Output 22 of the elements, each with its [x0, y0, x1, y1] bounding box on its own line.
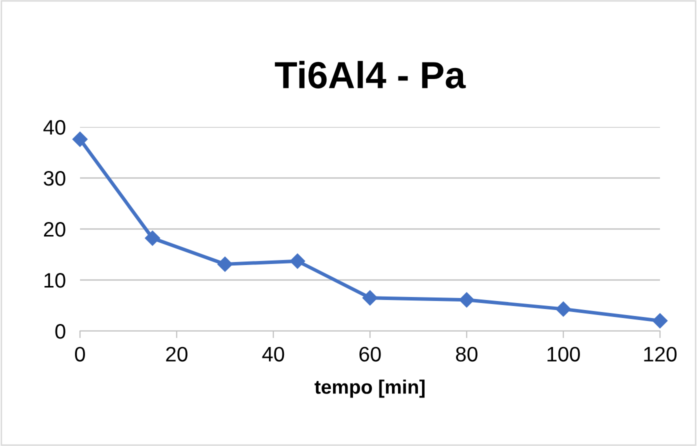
x-tick-label: 80: [456, 346, 478, 362]
x-tick-label: 100: [548, 346, 580, 362]
x-tick-label: 60: [359, 346, 381, 362]
point: [290, 254, 306, 269]
point: [459, 292, 474, 308]
x-tick-label: 20: [166, 346, 188, 362]
chart-title: Ti6Al4 - Pa: [274, 60, 466, 88]
point: [652, 313, 668, 328]
y-tick-label: 40: [43, 120, 66, 135]
y-tick-label: 30: [44, 171, 66, 186]
point: [217, 256, 233, 272]
x-axis-title: tempo [min]: [314, 380, 425, 398]
x-tick-label: 120: [644, 346, 677, 362]
point: [144, 230, 160, 246]
x-tick-label: 40: [262, 346, 284, 362]
point: [556, 302, 571, 317]
point: [362, 290, 378, 306]
point: [72, 132, 88, 147]
x-tick-label: 0: [75, 346, 85, 362]
y-tick-label: 20: [44, 222, 66, 237]
y-tick-label: 10: [44, 273, 66, 288]
y-tick-label: 0: [55, 324, 66, 339]
